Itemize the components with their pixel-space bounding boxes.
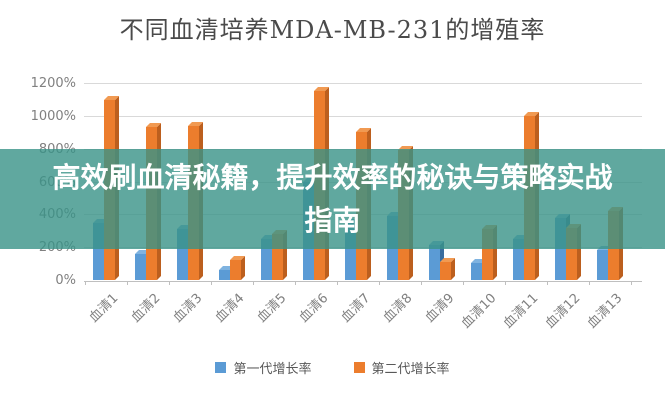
x-axis-tick [547,281,548,285]
x-axis-line [84,281,642,282]
x-axis-tick [463,281,464,285]
bar-第一代增长率-血清3 [177,229,188,280]
bar-第一代增长率-血清1 [93,223,104,280]
legend-swatch-gen2 [353,361,365,373]
x-axis-tick [337,281,338,285]
bar-第一代增长率-血清7 [345,223,356,280]
x-axis-tick [631,281,632,285]
x-axis-tick [253,281,254,285]
bar-第一代增长率-血清12 [555,218,566,280]
y-tick-label: 0% [55,273,76,288]
legend-label-gen1: 第一代增长率 [233,361,312,377]
bar-第一代增长率-血清11 [513,239,524,280]
x-axis-tick [169,281,170,285]
bar-第二代增长率-血清4 [230,260,241,280]
bar-side-face [241,256,245,280]
y-tick-label: 1000% [30,109,76,124]
x-axis-tick [421,281,422,285]
legend: 第一代增长率 第二代增长率 [0,354,665,380]
bar-第二代增长率-血清12 [566,228,577,280]
x-axis-tick [589,281,590,285]
legend-item-gen2: 第二代增长率 [353,358,450,377]
bar-第一代增长率-血清4 [219,270,230,280]
overlay-banner-text: 高效刷血清秘籍，提升效率的秘诀与策略实战指南 [52,161,613,237]
bar-第一代增长率-血清5 [261,239,272,280]
y-tick-label: 1200% [30,76,76,92]
gridline [84,83,642,85]
bar-第二代增长率-血清5 [272,234,283,280]
bar-第一代增长率-血清2 [135,254,146,280]
x-axis-tick [505,281,506,285]
overlay-banner: 高效刷血清秘籍，提升效率的秘诀与策略实战指南 [0,149,665,249]
bar-第一代增长率-血清13 [597,250,608,280]
x-axis-tick [379,281,380,285]
x-axis-tick [85,281,86,285]
x-axis-tick [211,281,212,285]
legend-label-gen2: 第二代增长率 [371,361,450,377]
chart-title: 不同血清培养MDA-MB-231的增殖率 [119,16,546,44]
x-axis-tick [295,281,296,285]
bar-第一代增长率-血清10 [471,263,482,280]
bar-第二代增长率-血清10 [482,229,493,280]
gridline [84,116,642,117]
bar-第一代增长率-血清9 [429,245,440,280]
x-axis-tick [127,281,128,285]
bar-第二代增长率-血清9 [440,262,451,280]
legend-swatch-gen1 [215,361,227,373]
legend-item-gen1: 第一代增长率 [215,358,312,377]
